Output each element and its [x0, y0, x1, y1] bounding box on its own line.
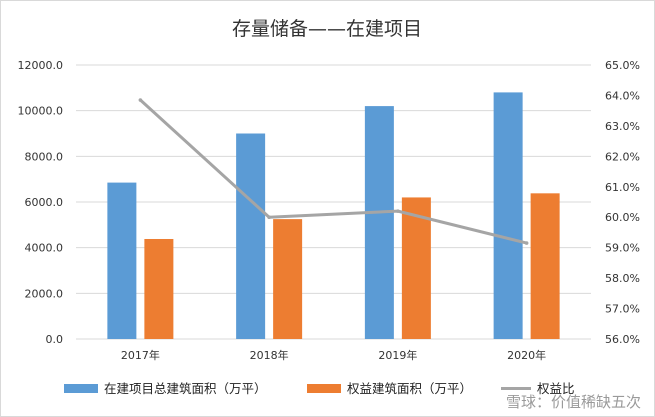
category-tick-label: 2018年 — [250, 348, 289, 362]
bar-equity-area — [144, 238, 174, 339]
category-tick-label: 2020年 — [507, 348, 546, 362]
right-tick-label: 64.0% — [605, 89, 640, 102]
left-tick-label: 2000.0 — [25, 287, 64, 300]
category-tick-label: 2017年 — [121, 348, 160, 362]
left-tick-label: 4000.0 — [25, 242, 64, 255]
left-tick-label: 10000.0 — [18, 105, 64, 118]
right-tick-label: 60.0% — [605, 211, 640, 224]
right-tick-label: 65.0% — [605, 59, 640, 72]
right-tick-label: 56.0% — [605, 333, 640, 346]
legend: 在建项目总建筑面积（万平） 权益建筑面积（万平） 权益比 — [64, 381, 575, 396]
ratio-point — [138, 98, 143, 102]
ratio-line-group — [138, 98, 529, 245]
bar-equity-area — [273, 219, 303, 339]
left-tick-label: 12000.0 — [18, 59, 64, 72]
legend-label: 权益建筑面积（万平） — [347, 381, 472, 396]
watermark-text: 雪球：价值稀缺五次 — [506, 393, 641, 411]
ratio-point — [267, 215, 271, 220]
legend-label: 在建项目总建筑面积（万平） — [104, 381, 267, 396]
ratio-point — [396, 209, 400, 213]
bar-total-area — [107, 182, 137, 339]
left-tick-label: 0.0 — [46, 333, 64, 346]
chart-title: 存量储备——在建项目 — [232, 18, 422, 40]
right-tick-label: 62.0% — [605, 150, 640, 163]
bar-equity-area — [530, 193, 560, 339]
ratio-line — [139, 98, 527, 245]
bar-total-area — [364, 106, 394, 339]
bar-total-area — [493, 92, 523, 340]
bar-total-area — [236, 133, 266, 339]
right-tick-label: 63.0% — [605, 120, 640, 133]
right-tick-label: 59.0% — [605, 242, 640, 255]
right-tick-label: 58.0% — [605, 272, 640, 285]
right-tick-label: 61.0% — [605, 181, 640, 194]
right-axis: 56.0% 57.0% 58.0% 59.0% 60.0% 61.0% 62.0% 63.0%… — [605, 59, 640, 346]
left-tick-label: 8000.0 — [25, 150, 64, 163]
right-tick-label: 57.0% — [605, 303, 640, 316]
category-axis: 2017年 2018年 2019年 2020年 — [121, 348, 546, 362]
legend-swatch — [307, 384, 341, 393]
bars-group — [107, 92, 560, 340]
bar-equity-area — [401, 197, 431, 339]
legend-label: 权益比 — [537, 381, 575, 396]
category-tick-label: 2019年 — [378, 348, 417, 362]
left-axis: 0.0 2000.0 4000.0 6000.0 8000.0 10000.0 12000.… — [18, 59, 64, 346]
ratio-point — [524, 241, 529, 245]
legend-swatch — [64, 384, 98, 393]
left-tick-label: 6000.0 — [25, 196, 64, 209]
